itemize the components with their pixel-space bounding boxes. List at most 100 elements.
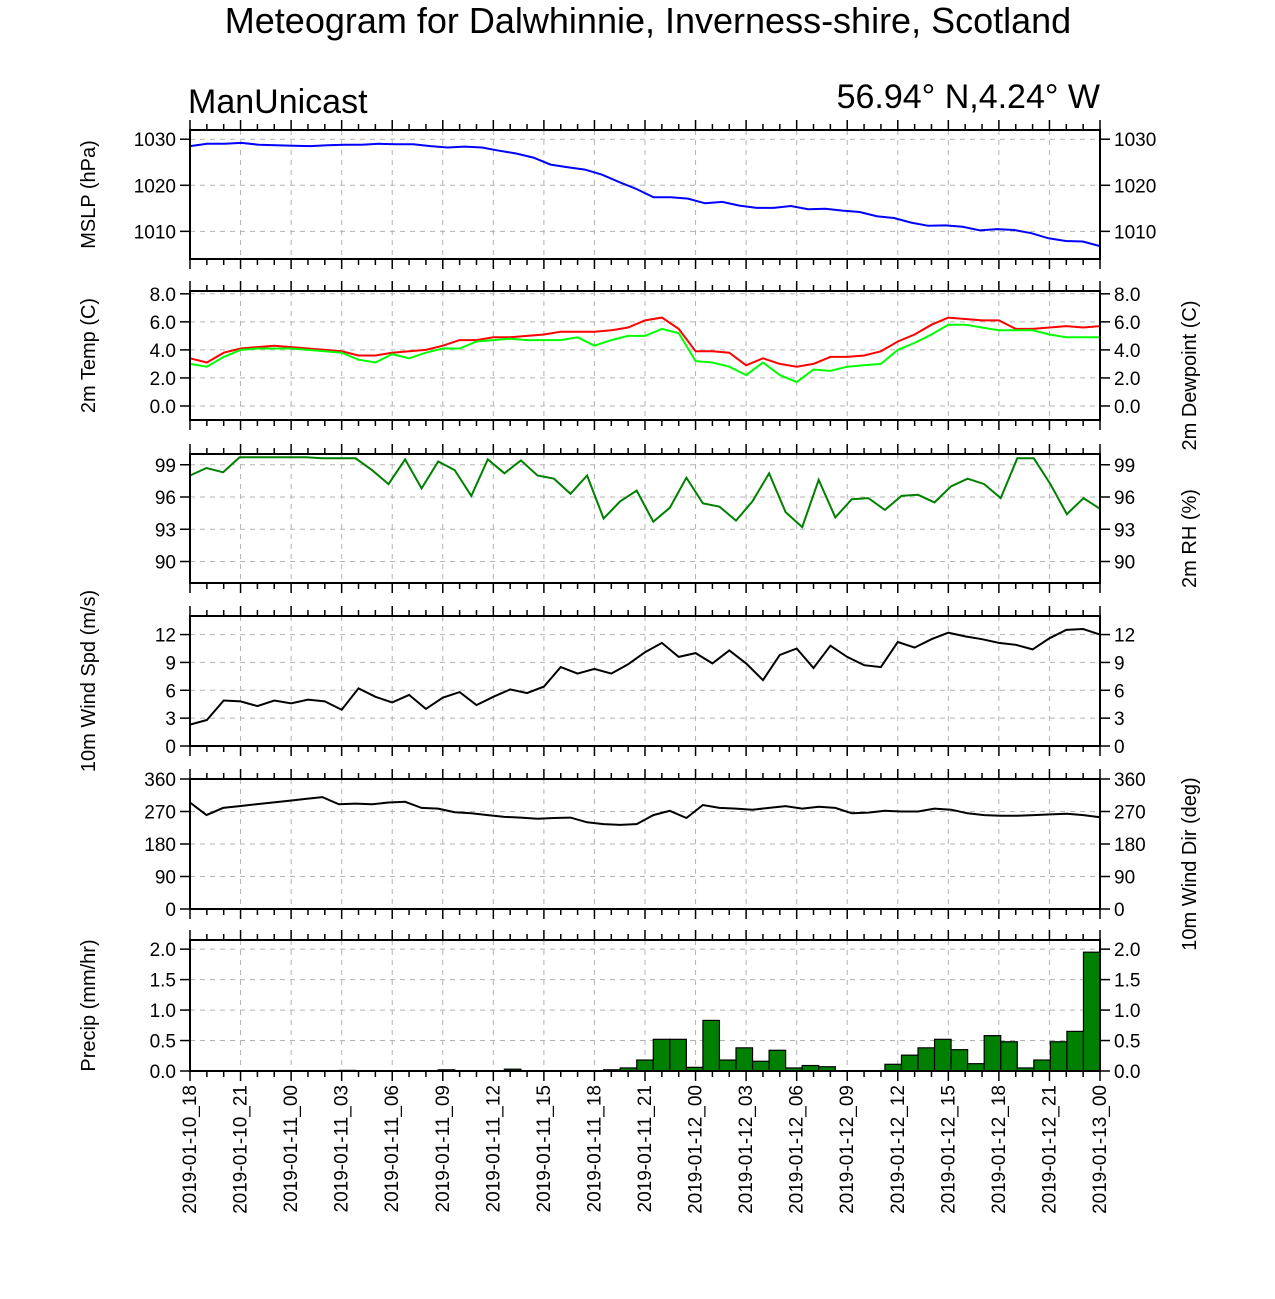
time-tick-label: 2019-01-12_15 — [938, 1085, 959, 1214]
time-tick-label: 2019-01-12_09 — [837, 1085, 858, 1214]
time-tick-label: 2019-01-11_09 — [433, 1085, 454, 1212]
precip-bar — [917, 1047, 936, 1072]
mslp-ytick-label: 1010 — [134, 222, 176, 243]
precip-ytick-label: 0.0 — [1114, 1062, 1140, 1083]
wind-speed-ytick-label: 6 — [165, 681, 176, 702]
precip-bar — [1000, 1041, 1018, 1072]
precip-panel: 0.0 0.0 0.5 0.5 1.0 1.0 1.5 1.5 2.0 2.0 Precip (mm… — [78, 930, 1140, 1083]
wind-dir-ytick-label: 90 — [155, 868, 176, 889]
mslp-ytick-label: 1020 — [134, 176, 176, 197]
time-tick-label: 2019-01-11_18 — [584, 1085, 605, 1212]
precip-bar — [1082, 951, 1101, 1072]
wind-dir-ytick-label: 360 — [1114, 770, 1146, 791]
temp-ytick-label: 2.0 — [150, 369, 176, 390]
time-tick-label: 2019-01-12_18 — [989, 1085, 1010, 1214]
precip-bar — [669, 1038, 687, 1072]
precip-bar — [967, 1063, 985, 1072]
model-label: ManUnicast — [188, 83, 368, 121]
rh-ytick-label: 99 — [155, 456, 176, 477]
temp-ytick-label: 6.0 — [1114, 313, 1140, 334]
time-tick-label: 2019-01-11_03 — [332, 1085, 353, 1212]
precip-bar — [933, 1038, 952, 1072]
rh-series-line — [189, 456, 1101, 529]
precip-bar — [768, 1049, 787, 1072]
time-tick-label: 2019-01-11_21 — [635, 1085, 656, 1212]
precip-bar — [1049, 1041, 1068, 1072]
temp-series-line — [189, 323, 1100, 384]
precip-bar — [884, 1063, 903, 1072]
precip-bar — [900, 1054, 919, 1072]
wind-speed-ylabel: 10m Wind Spd (m/s) — [78, 590, 100, 772]
time-tick-label: 2019-01-10_21 — [231, 1085, 252, 1214]
time-tick-label: 2019-01-12_00 — [686, 1085, 707, 1214]
rh-ytick-label: 96 — [155, 488, 176, 509]
wind-speed-ytick-label: 6 — [1114, 681, 1125, 702]
wind-speed-ytick-label: 9 — [165, 653, 176, 674]
temp-ylabel: 2m Temp (C) — [78, 298, 100, 413]
precip-bar — [735, 1047, 754, 1072]
mslp-ytick-label: 1010 — [1114, 222, 1156, 243]
rh-ytick-label: 96 — [1114, 488, 1135, 509]
mslp-ytick-label: 1030 — [1114, 130, 1156, 151]
temp-ytick-label: 6.0 — [150, 313, 176, 334]
wind-speed-ytick-label: 3 — [1114, 709, 1125, 730]
rh-ytick-label: 90 — [155, 553, 176, 574]
precip-ylabel: Precip (mm/hr) — [78, 939, 100, 1071]
precip-ytick-label: 2.0 — [1114, 940, 1140, 961]
rh-ytick-label: 99 — [1114, 456, 1135, 477]
wind-dir-ytick-label: 270 — [144, 803, 176, 824]
precip-bar — [636, 1059, 654, 1072]
temp-ylabel-right: 2m Dewpoint (C) — [1179, 300, 1201, 450]
precip-ytick-label: 1.5 — [150, 971, 176, 992]
precip-bar — [950, 1049, 969, 1072]
wind-dir-ytick-label: 270 — [1114, 803, 1146, 824]
wind-dir-panel: 0 0 90 90 180 180 270 270 360 360 10m Wind Dir (de… — [144, 769, 1201, 951]
rh-ylabel-right: 2m RH (%) — [1179, 489, 1201, 588]
wind-speed-ytick-label: 3 — [165, 709, 176, 730]
mslp-ytick-label: 1020 — [1114, 176, 1156, 197]
precip-bar — [652, 1038, 671, 1072]
wind-speed-ytick-label: 0 — [1114, 737, 1125, 758]
wind-dir-ylabel-right: 10m Wind Dir (deg) — [1179, 777, 1201, 950]
precip-ytick-label: 0.5 — [150, 1032, 176, 1053]
temp-panel: 0.0 0.0 2.0 2.0 4.0 4.0 6.0 6.0 8.0 8.0 2m Temp (C… — [78, 281, 1201, 451]
precip-ytick-label: 0.0 — [150, 1062, 176, 1083]
mslp-ylabel: MSLP (hPa) — [78, 140, 100, 249]
rh-ytick-label: 93 — [1114, 520, 1135, 541]
time-tick-label: 2019-01-10_18 — [180, 1085, 201, 1214]
wind-speed-ytick-label: 12 — [155, 626, 176, 647]
wind-speed-ytick-label: 12 — [1114, 626, 1135, 647]
mslp-panel: 1010 1010 1020 1020 1030 1030 MSLP (hPa) — [78, 120, 1156, 269]
precip-ytick-label: 1.0 — [1114, 1001, 1140, 1022]
temp-ytick-label: 0.0 — [1114, 397, 1140, 418]
wind-dir-ytick-label: 360 — [144, 770, 176, 791]
time-tick-label: 2019-01-11_06 — [382, 1085, 403, 1212]
precip-bar — [983, 1035, 1002, 1072]
time-tick-label: 2019-01-11_00 — [281, 1085, 302, 1212]
location-label: 56.94° N,4.24° W — [837, 78, 1100, 116]
wind-dir-ytick-label: 180 — [144, 835, 176, 856]
time-tick-label: 2019-01-12_06 — [787, 1085, 808, 1214]
wind-speed-panel: 0 0 3 3 6 6 9 9 12 12 10m Wind Spd (m/s) — [78, 590, 1135, 772]
wind-dir-ytick-label: 180 — [1114, 835, 1146, 856]
panels-group: 1010 1010 1020 1020 1030 1030 MSLP (hPa) 0.0 0.0… — [78, 120, 1201, 1214]
wind-speed-ytick-label: 0 — [165, 737, 176, 758]
temp-ytick-label: 4.0 — [150, 341, 176, 362]
precip-ytick-label: 0.5 — [1114, 1032, 1140, 1053]
wind-speed-series-line — [189, 627, 1101, 726]
rh-panel: 90 90 93 93 96 96 99 99 2m RH (%) — [155, 444, 1201, 593]
rh-ytick-label: 90 — [1114, 553, 1135, 574]
time-tick-label: 2019-01-11_15 — [534, 1085, 555, 1212]
precip-bar — [1033, 1059, 1051, 1072]
time-tick-label: 2019-01-12_03 — [736, 1085, 757, 1214]
chart-title: Meteogram for Dalwhinnie, Inverness-shir… — [225, 0, 1071, 41]
temp-ytick-label: 8.0 — [150, 285, 176, 306]
precip-bar — [1066, 1030, 1085, 1072]
mslp-ytick-label: 1030 — [134, 130, 176, 151]
precip-ytick-label: 1.5 — [1114, 971, 1140, 992]
wind-dir-ytick-label: 0 — [1114, 900, 1125, 921]
rh-ytick-label: 93 — [155, 520, 176, 541]
wind-dir-ytick-label: 0 — [165, 900, 176, 921]
wind-speed-ytick-label: 9 — [1114, 653, 1125, 674]
precip-bar — [718, 1059, 737, 1072]
